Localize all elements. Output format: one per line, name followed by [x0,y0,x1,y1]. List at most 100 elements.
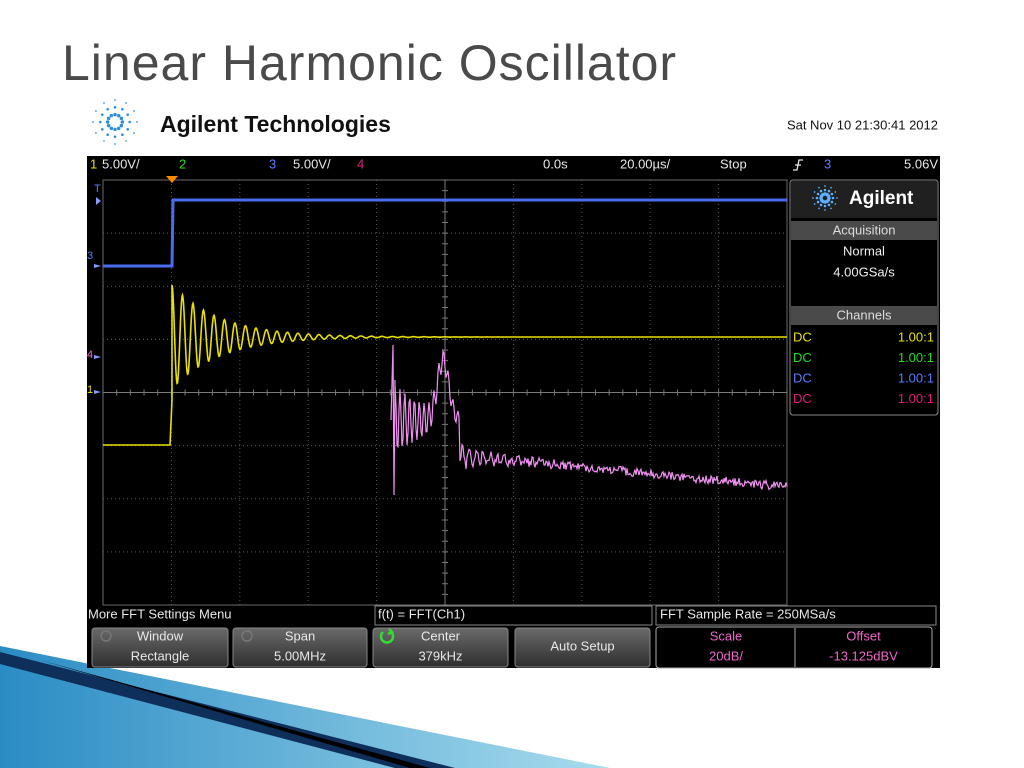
ch1-label: 1 [90,156,97,171]
logo-dot [816,192,820,196]
channel-probe: 1.00:1 [898,391,934,406]
logo-dot [106,107,109,111]
channel-probe: 1.00:1 [898,370,934,385]
ch3-scale: 5.00V/ [293,156,331,171]
logo-dot [105,120,110,124]
swoosh-line [40,660,430,768]
channels-heading-bg [791,306,937,325]
acquisition-heading-bg [791,221,937,240]
softkey-label: Span [285,628,315,643]
logo-dot [830,200,834,204]
logo-dot [816,200,820,204]
logo-dot [100,113,104,116]
channel-coupling: DC [793,370,812,385]
logo-dot [834,191,837,193]
softkey-label: Window [137,628,184,643]
logo-dot [113,106,117,109]
softkey-value: Rectangle [131,648,190,663]
ch3-trace [103,198,787,268]
softkey[interactable]: Span 5.00MHz [232,627,368,668]
logo-dot [824,185,826,187]
ch2-label: 2 [179,156,186,171]
logo-dot [92,121,94,123]
logo-dot [827,189,831,193]
logo-dot [830,186,832,189]
logo-dot [125,140,127,142]
brand: Agilent Technologies [160,111,391,137]
logo-dot [99,120,102,124]
logo-dot [819,189,823,193]
softkey-value: 379kHz [418,648,462,663]
softkey-bg [232,627,368,668]
logo-dot [818,186,820,189]
logo-dot [113,127,117,132]
logo-dot [818,207,820,210]
softkey-label: Offset [846,628,881,643]
softkey-value: -13.125dBV [829,648,898,663]
logo-dot [826,194,831,198]
knob-icon [241,630,253,642]
logo-dot [120,120,125,124]
logo-dot [103,140,105,142]
fft-rate-box [655,605,937,626]
softkey-label: Auto Setup [550,638,614,653]
trigger-marker: T [94,183,101,195]
logo-dot [106,116,111,121]
logo-dot [831,196,835,200]
function-box [374,605,653,626]
fft-trace [390,344,788,496]
acquisition-heading: Acquisition [833,222,896,237]
logo-dot [116,126,121,131]
ch3-label: 3 [269,156,276,171]
logo-dot [121,107,124,111]
logo-dot [823,204,827,208]
logo-dot [121,133,124,137]
logo-dot [106,133,109,137]
logo-dot [95,132,97,134]
logo-dot [116,113,121,118]
logo-dot [812,197,814,199]
trigger-source: 3 [824,156,831,171]
logo-dot [813,203,816,205]
swoosh [0,646,610,768]
ch4-label: 4 [357,156,364,171]
knob-icon [379,628,395,644]
logo-dot [109,113,114,118]
scope-screenshot: Agilent Technologies Sat Nov 10 21:30:41… [87,99,940,669]
delay: 0.0s [543,156,568,171]
logo-dot [119,123,124,128]
scope-header [87,100,940,156]
logo-dot [815,196,819,200]
channel-probe: 1.00:1 [898,350,934,365]
function: f(t) = FFT(Ch1) [378,606,465,621]
ch3-marker: 3 [87,250,93,262]
logo-dot [830,207,832,210]
logo-dot [813,191,816,193]
softkeys: Window Rectangle Span 5.00MHz Center 379kHz Au… [91,626,933,669]
softkey[interactable]: Window Rectangle [91,627,229,668]
logo-dot [119,116,124,121]
logo-dot [128,120,131,124]
datetime: Sat Nov 10 21:30:41 2012 [787,117,938,132]
knob-icon [100,630,112,642]
logo-dot [113,135,117,138]
softkey-bg [514,627,651,668]
softkey[interactable]: Center 379kHz [372,627,509,668]
channel-coupling: DC [793,329,812,344]
channel-coupling: DC [793,391,812,406]
logo-dot [109,126,114,131]
logo-dot [836,197,838,199]
channel-probe: 1.00:1 [898,329,934,344]
agilent-logo [92,99,138,145]
logo-dot [126,128,130,131]
trigger-level: 5.06V [904,156,938,171]
logo-dot [114,99,116,101]
softkey[interactable]: Scale 20dB/ [709,628,743,663]
softkey[interactable]: Auto Setup [514,627,651,668]
fft-sample-rate: FFT Sample Rate = 250MSa/s [660,606,836,621]
softkey[interactable]: Offset -13.125dBV [829,628,898,663]
logo-dot [133,110,135,112]
menu-title: More FFT Settings Menu [88,606,232,621]
